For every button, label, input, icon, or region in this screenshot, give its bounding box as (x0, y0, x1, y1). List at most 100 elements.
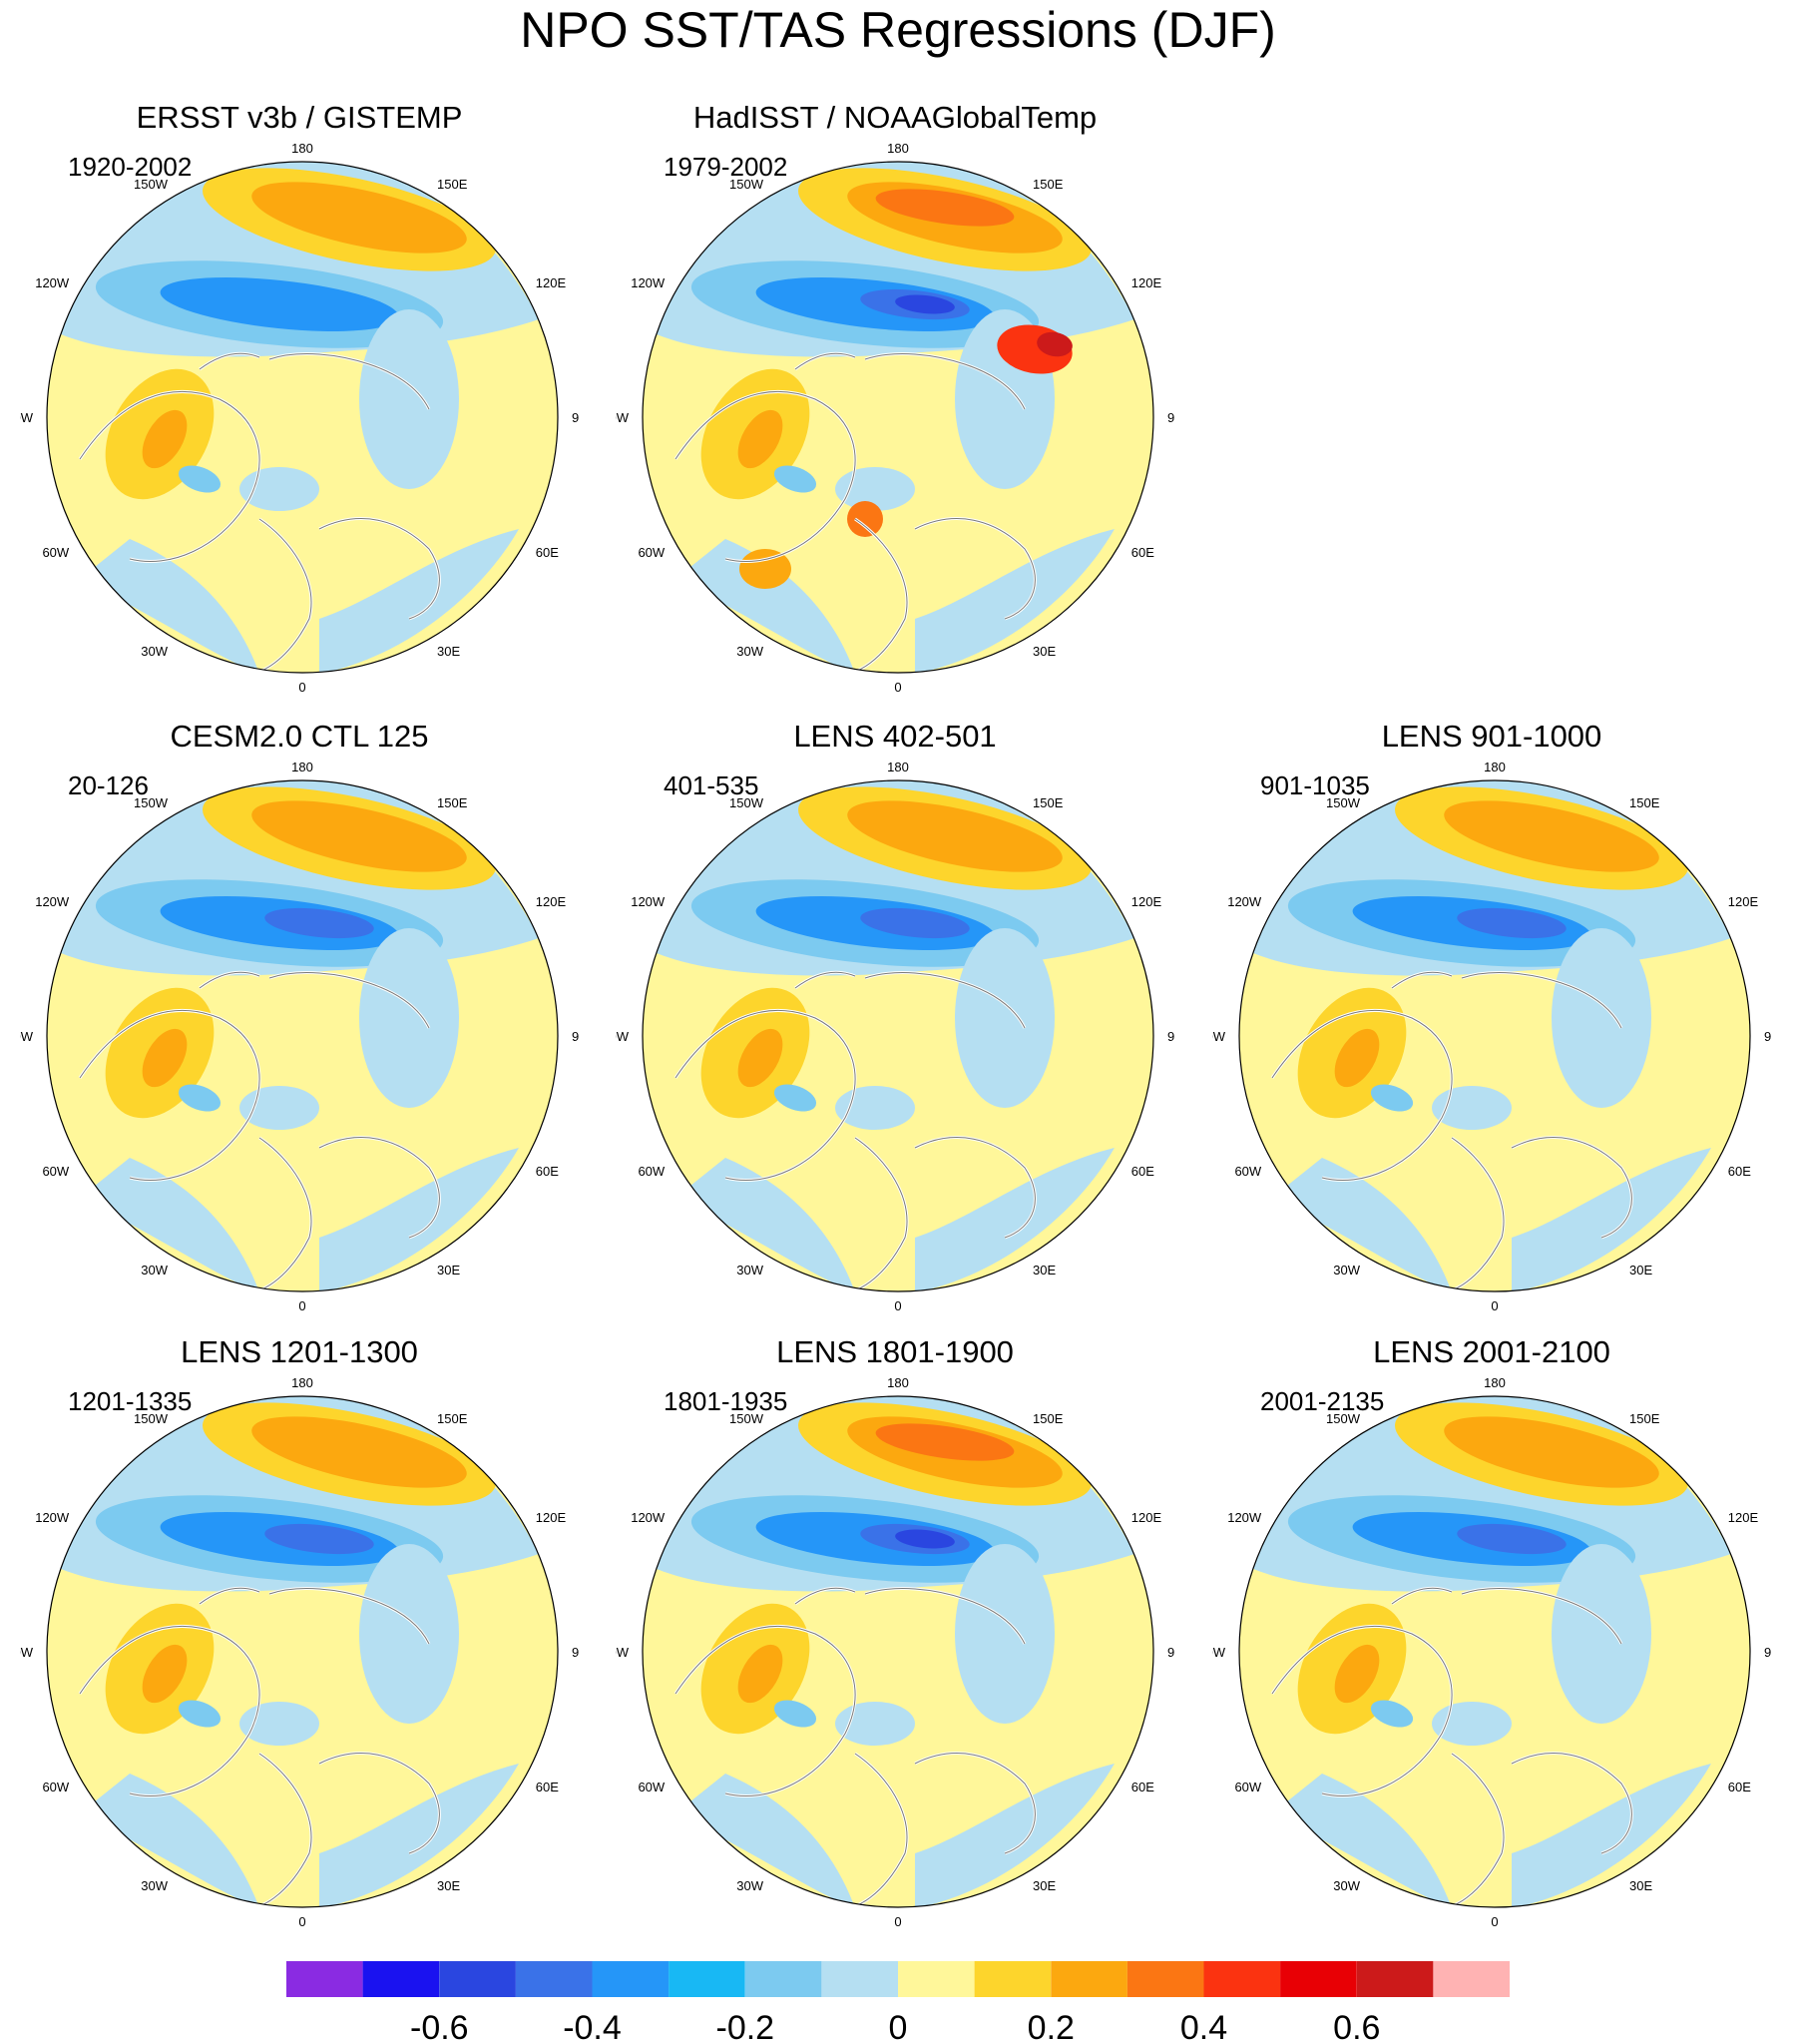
longitude-label: 0 (894, 1914, 901, 1929)
panel-years: 1201-1335 (68, 1386, 193, 1416)
panel-years: 1979-2002 (664, 152, 788, 182)
map-border (642, 779, 1154, 1292)
longitude-label: 90E (1764, 1645, 1771, 1660)
longitude-label: 60W (1234, 1164, 1261, 1179)
longitude-label: 150W (1326, 1411, 1361, 1426)
longitude-label: 90W (1212, 1029, 1226, 1044)
longitude-label: 30E (1033, 1263, 1056, 1278)
longitude-label: 150E (437, 1411, 468, 1426)
panel-title: ERSST v3b / GISTEMP (136, 100, 463, 135)
longitude-label: 60E (536, 1164, 559, 1179)
longitude-label: 30W (1333, 1263, 1360, 1278)
longitude-label: 60W (42, 1780, 69, 1794)
longitude-label: 90E (572, 1029, 579, 1044)
map-border (1238, 1395, 1751, 1908)
map-panel: 180 150E 120E 90E 60E 30E 0 30W 60W 90W 120W 150W LE… (1212, 1334, 1771, 1933)
regression-field (643, 780, 1153, 1291)
regression-field (1239, 1396, 1750, 1907)
longitude-label: 150E (437, 795, 468, 810)
longitude-label: 120E (1131, 275, 1162, 290)
longitude-label: 30W (141, 1878, 168, 1893)
longitude-label: 30E (1033, 1878, 1056, 1893)
map-border (642, 161, 1154, 674)
longitude-label: 90W (616, 1645, 630, 1660)
panel-years: 2001-2135 (1260, 1386, 1385, 1416)
longitude-label: 180 (291, 141, 313, 156)
longitude-label: 180 (291, 1375, 313, 1390)
longitude-label: 150W (729, 177, 764, 192)
panel-title: CESM2.0 CTL 125 (170, 719, 429, 754)
longitude-label: 90E (1167, 1645, 1174, 1660)
longitude-label: 30E (1033, 644, 1056, 659)
longitude-label: 180 (887, 1375, 909, 1390)
panel-title: LENS 2001-2100 (1373, 1334, 1610, 1369)
longitude-label: 180 (1484, 760, 1506, 774)
longitude-label: 150E (1033, 177, 1064, 192)
map-panel: 180 150E 120E 90E 60E 30E 0 30W 60W 90W 120W 150W CE… (20, 719, 579, 1317)
panel-years: 401-535 (664, 770, 759, 800)
longitude-label: 30W (736, 644, 763, 659)
longitude-label: 120E (1728, 894, 1759, 909)
regression-field (47, 1396, 558, 1907)
longitude-label: 90W (20, 1029, 34, 1044)
panel-title: LENS 1801-1900 (776, 1334, 1014, 1369)
longitude-label: 90E (1167, 410, 1174, 425)
longitude-label: 60E (1131, 1164, 1154, 1179)
longitude-label: 120W (1227, 1510, 1262, 1525)
longitude-label: 90E (1167, 1029, 1174, 1044)
longitude-label: 30E (437, 1263, 460, 1278)
longitude-label: 150E (1629, 795, 1660, 810)
longitude-label: 30W (736, 1263, 763, 1278)
longitude-label: 150E (1033, 795, 1064, 810)
longitude-label: 120E (1728, 1510, 1759, 1525)
regression-field (1239, 780, 1750, 1291)
longitude-label: 150E (1033, 1411, 1064, 1426)
panel-years: 1801-1935 (664, 1386, 788, 1416)
polar-map: 180 150E 120E 90E 60E 30E 0 30W 60W 90W 120W 150W (616, 760, 1174, 1313)
regression-field (643, 1396, 1153, 1907)
longitude-label: 0 (894, 680, 901, 695)
panel-years: 1920-2002 (68, 152, 193, 182)
map-panel: 180 150E 120E 90E 60E 30E 0 30W 60W 90W 120W 150W Ha… (616, 100, 1174, 699)
longitude-label: 30E (437, 1878, 460, 1893)
longitude-label: 120W (35, 1510, 70, 1525)
longitude-label: 30W (141, 1263, 168, 1278)
longitude-label: 120E (1131, 1510, 1162, 1525)
longitude-label: 90E (1764, 1029, 1771, 1044)
longitude-label: 30W (1333, 1878, 1360, 1893)
polar-map: 180 150E 120E 90E 60E 30E 0 30W 60W 90W 120W 150W (20, 141, 579, 695)
longitude-label: 90E (572, 410, 579, 425)
longitude-label: 60E (1728, 1780, 1751, 1794)
map-border (46, 161, 559, 674)
longitude-label: 90W (20, 410, 34, 425)
polar-map: 180 150E 120E 90E 60E 30E 0 30W 60W 90W 120W 150W (20, 760, 579, 1313)
panel-title: LENS 1201-1300 (181, 1334, 418, 1369)
map-border (642, 1395, 1154, 1908)
longitude-label: 60W (638, 545, 665, 560)
map-border (46, 779, 559, 1292)
longitude-label: 60E (1131, 545, 1154, 560)
longitude-label: 60W (638, 1164, 665, 1179)
map-panel: 180 150E 120E 90E 60E 30E 0 30W 60W 90W 120W 150W LE… (20, 1334, 579, 1933)
longitude-label: 60W (1234, 1780, 1261, 1794)
longitude-label: 90W (1212, 1645, 1226, 1660)
polar-map: 180 150E 120E 90E 60E 30E 0 30W 60W 90W 120W 150W (1212, 760, 1771, 1313)
longitude-label: 90W (616, 1029, 630, 1044)
longitude-label: 150W (134, 177, 169, 192)
panel-title: LENS 901-1000 (1381, 719, 1602, 754)
longitude-label: 150W (134, 1411, 169, 1426)
longitude-label: 90W (616, 410, 630, 425)
longitude-label: 30E (1629, 1263, 1652, 1278)
regression-field (47, 162, 558, 673)
longitude-label: 30W (736, 1878, 763, 1893)
longitude-label: 150W (1326, 795, 1361, 810)
panel-title: LENS 402-501 (793, 719, 997, 754)
panel-years: 20-126 (68, 770, 149, 800)
longitude-label: 120E (536, 894, 567, 909)
polar-map: 180 150E 120E 90E 60E 30E 0 30W 60W 90W 120W 150W (1212, 1375, 1771, 1929)
longitude-label: 180 (291, 760, 313, 774)
longitude-label: 120E (536, 1510, 567, 1525)
map-border (1238, 779, 1751, 1292)
longitude-label: 0 (1491, 1914, 1498, 1929)
